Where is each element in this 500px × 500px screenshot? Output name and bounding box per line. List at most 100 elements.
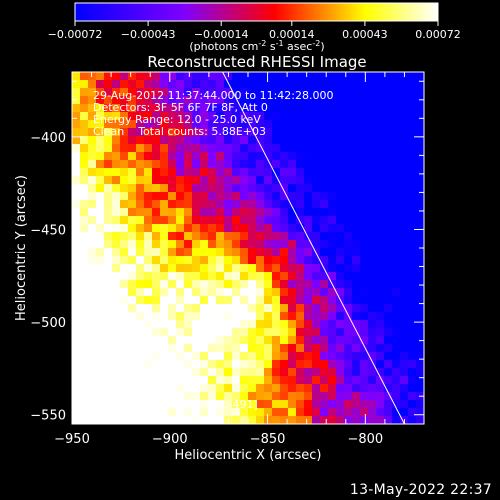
- heatmap-cell: [136, 144, 145, 153]
- heatmap-cell: [200, 336, 209, 345]
- heatmap-cell: [232, 192, 241, 201]
- heatmap-cell: [160, 184, 169, 193]
- heatmap-cell: [344, 104, 353, 113]
- heatmap-cell: [144, 360, 153, 369]
- heatmap-cell: [152, 368, 161, 377]
- heatmap-cell: [176, 192, 185, 201]
- heatmap-cell: [304, 320, 313, 329]
- heatmap-cell: [392, 400, 401, 409]
- heatmap-cell: [360, 120, 369, 129]
- heatmap-cell: [272, 264, 281, 273]
- heatmap-cell: [96, 208, 105, 217]
- heatmap-cell: [264, 264, 273, 273]
- heatmap-cell: [392, 216, 401, 225]
- heatmap-cell: [328, 256, 337, 265]
- heatmap-cell: [160, 72, 169, 81]
- heatmap-cell: [296, 240, 305, 249]
- heatmap-cell: [88, 88, 97, 97]
- heatmap-cell: [256, 176, 265, 185]
- heatmap-cell: [408, 328, 417, 337]
- heatmap-cell: [88, 384, 97, 393]
- heatmap-cell: [400, 208, 409, 217]
- heatmap-cell: [200, 80, 209, 89]
- heatmap-cell: [216, 128, 225, 137]
- heatmap-cell: [88, 408, 97, 417]
- heatmap-cell: [416, 200, 424, 209]
- heatmap-cell: [376, 288, 385, 297]
- heatmap-cell: [152, 112, 161, 121]
- heatmap-cell: [112, 208, 121, 217]
- heatmap-cell: [96, 136, 105, 145]
- heatmap-cell: [408, 176, 417, 185]
- heatmap-cell: [408, 392, 417, 401]
- heatmap-cell: [72, 416, 81, 424]
- heatmap-cell: [248, 352, 257, 361]
- heatmap-cell: [184, 320, 193, 329]
- heatmap-cell: [336, 184, 345, 193]
- heatmap-cell: [328, 264, 337, 273]
- heatmap-cell: [88, 352, 97, 361]
- heatmap-cell: [352, 72, 361, 81]
- heatmap-cell: [224, 168, 233, 177]
- heatmap-cell: [256, 288, 265, 297]
- heatmap-cell: [240, 368, 249, 377]
- heatmap-cell: [416, 184, 424, 193]
- heatmap-cell: [296, 120, 305, 129]
- heatmap-cell: [232, 144, 241, 153]
- heatmap-cell: [384, 328, 393, 337]
- heatmap-cell: [320, 368, 329, 377]
- heatmap-cell: [416, 416, 424, 424]
- heatmap-cell: [248, 200, 257, 209]
- heatmap-cell: [360, 368, 369, 377]
- heatmap-cell: [128, 136, 137, 145]
- heatmap-cell: [368, 352, 377, 361]
- heatmap-cell: [280, 232, 289, 241]
- heatmap-cell: [248, 136, 257, 145]
- heatmap-cell: [392, 152, 401, 161]
- heatmap-cell: [184, 352, 193, 361]
- heatmap-cell: [168, 96, 177, 105]
- heatmap-cell: [152, 384, 161, 393]
- heatmap-cell: [200, 280, 209, 289]
- heatmap-cell: [296, 376, 305, 385]
- heatmap-cell: [392, 232, 401, 241]
- colorbar-tick-label: 0.00014: [269, 28, 315, 41]
- heatmap-cell: [152, 240, 161, 249]
- heatmap-cell: [256, 224, 265, 233]
- heatmap-cell: [352, 184, 361, 193]
- heatmap-cell: [296, 272, 305, 281]
- heatmap-cell: [256, 96, 265, 105]
- heatmap-cell: [112, 344, 121, 353]
- heatmap-cell: [272, 304, 281, 313]
- heatmap-cell: [216, 256, 225, 265]
- heatmap-cell: [80, 112, 89, 121]
- heatmap-cell: [80, 296, 89, 305]
- heatmap-cell: [384, 96, 393, 105]
- heatmap-cell: [312, 256, 321, 265]
- heatmap-cell: [360, 328, 369, 337]
- heatmap-cell: [144, 296, 153, 305]
- heatmap-cell: [96, 304, 105, 313]
- heatmap-cell: [328, 192, 337, 201]
- heatmap-cell: [136, 192, 145, 201]
- heatmap-cell: [200, 384, 209, 393]
- heatmap-cell: [352, 240, 361, 249]
- heatmap-cell: [200, 112, 209, 121]
- heatmap-cell: [144, 304, 153, 313]
- heatmap-cell: [216, 200, 225, 209]
- heatmap-cell: [224, 232, 233, 241]
- heatmap-cell: [272, 144, 281, 153]
- heatmap-cell: [128, 320, 137, 329]
- heatmap-cell: [192, 152, 201, 161]
- heatmap-cell: [192, 384, 201, 393]
- heatmap-cell: [120, 264, 129, 273]
- heatmap-cell: [368, 408, 377, 417]
- heatmap-cell: [112, 224, 121, 233]
- heatmap-cell: [128, 128, 137, 137]
- heatmap-cell: [232, 136, 241, 145]
- heatmap-cell: [392, 336, 401, 345]
- heatmap-cell: [176, 96, 185, 105]
- heatmap-cell: [272, 272, 281, 281]
- heatmap-cell: [272, 360, 281, 369]
